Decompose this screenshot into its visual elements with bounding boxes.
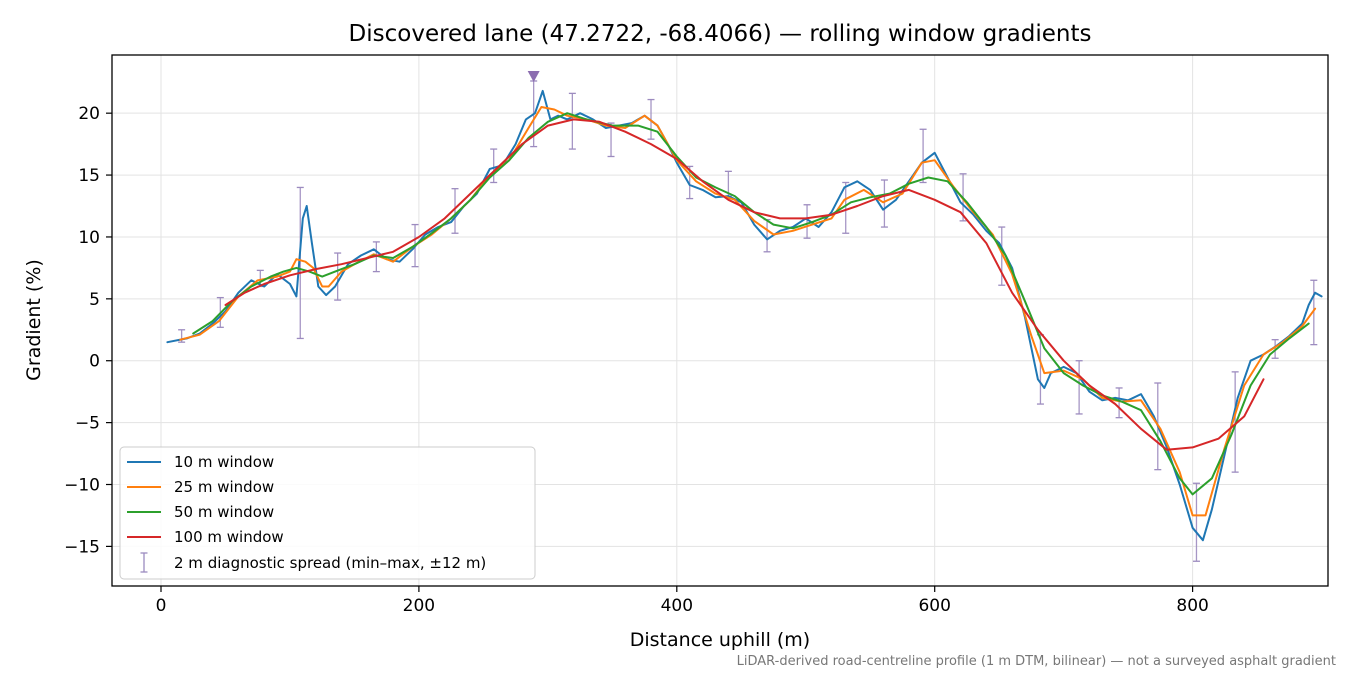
error-bar	[842, 181, 850, 234]
x-axis-ticks: 0 200 400 600 800	[156, 586, 1209, 616]
x-tick-label: 600	[918, 596, 950, 616]
y-tick-label: 10	[78, 228, 100, 248]
error-bar	[1310, 279, 1318, 346]
error-bar	[607, 122, 615, 158]
y-tick-label: 20	[78, 104, 100, 124]
error-bar	[568, 92, 576, 150]
error-bar	[803, 204, 811, 239]
peak-marker	[527, 71, 540, 83]
chart-title: Discovered lane (47.2722, -68.4066) — ro…	[349, 21, 1092, 47]
y-axis-ticks: −15 −10 −5 0 5 10 15 20	[64, 104, 112, 557]
error-bar	[296, 186, 304, 340]
legend: 10 m window 25 m window 50 m window 100 …	[119, 446, 536, 580]
error-bar	[1075, 360, 1083, 415]
plot-area	[166, 71, 1323, 562]
error-bar	[998, 226, 1006, 286]
x-tick-label: 400	[661, 596, 693, 616]
legend-box	[119, 446, 536, 580]
y-tick-label: −5	[75, 414, 100, 434]
error-bar	[880, 179, 888, 228]
grid-lines	[112, 55, 1328, 586]
x-tick-label: 0	[156, 596, 167, 616]
x-tick-label: 800	[1176, 596, 1208, 616]
plot-frame	[111, 54, 1329, 587]
legend-label-10m: 10 m window	[174, 453, 274, 471]
error-bar	[919, 128, 927, 184]
error-bar	[451, 188, 459, 234]
y-tick-label: 5	[89, 290, 100, 310]
error-bar	[490, 148, 498, 184]
y-tick-label: −15	[64, 537, 100, 557]
x-axis-label: Distance uphill (m)	[630, 629, 810, 651]
error-bar	[1115, 387, 1123, 419]
series-line-100-m-window	[224, 118, 1265, 451]
legend-label-50m: 50 m window	[174, 503, 274, 521]
y-tick-label: 15	[78, 166, 100, 186]
series-line-50-m-window	[192, 112, 1310, 496]
legend-label-25m: 25 m window	[174, 478, 274, 496]
error-bar	[1192, 482, 1200, 562]
footnote: LiDAR-derived road-centreline profile (1…	[737, 654, 1336, 669]
y-axis-label: Gradient (%)	[23, 259, 45, 381]
y-tick-label: 0	[89, 352, 100, 372]
x-tick-label: 200	[403, 596, 435, 616]
legend-label-error-bars: 2 m diagnostic spread (min–max, ±12 m)	[174, 554, 486, 572]
series-line-10-m-window	[166, 89, 1323, 542]
error-bar	[1231, 371, 1239, 473]
legend-swatch-error-bar	[140, 552, 148, 573]
legend-label-100m: 100 m window	[174, 528, 284, 546]
y-tick-label: −10	[64, 476, 100, 496]
